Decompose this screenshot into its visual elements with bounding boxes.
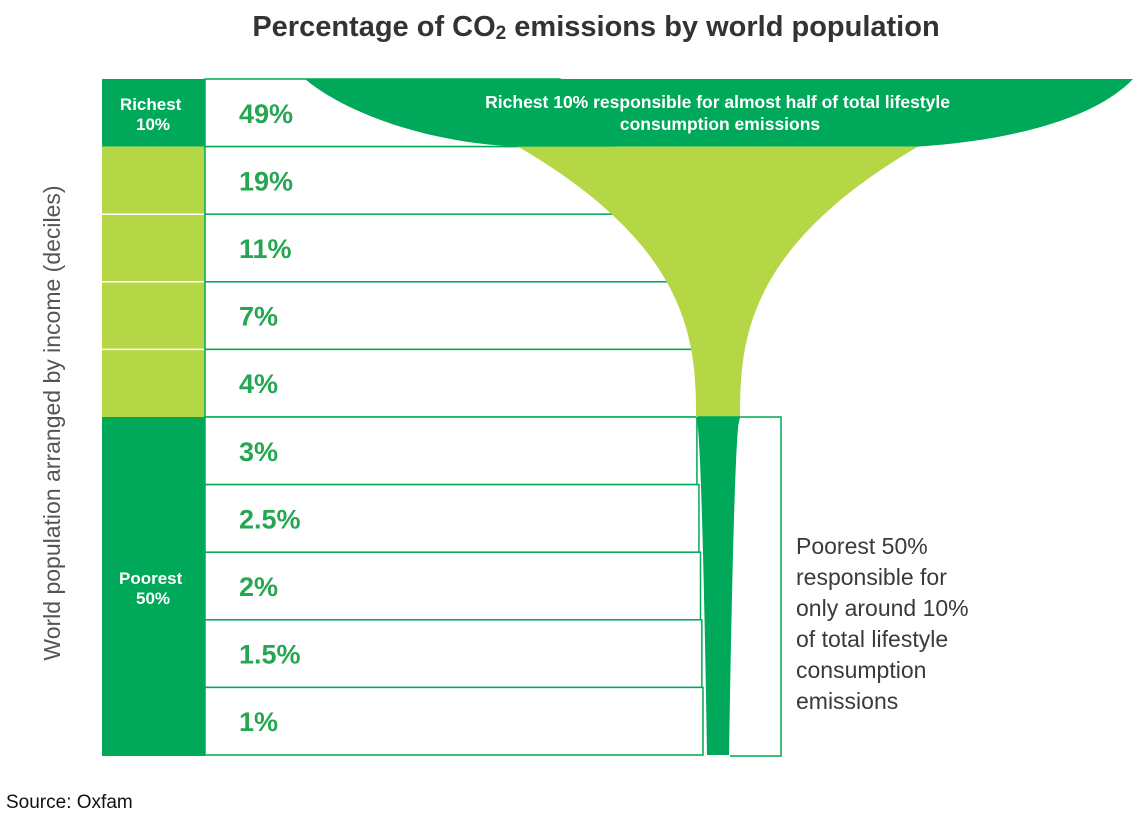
- poorest-annotation-line6: emissions: [796, 688, 898, 714]
- decile-row: [204, 213, 670, 283]
- chart-title: Percentage of CO2 emissions by world pop…: [252, 11, 939, 44]
- poorest-annotation-line5: consumption: [796, 657, 926, 683]
- richest-annotation: Richest 10% responsible for almost half …: [485, 92, 955, 134]
- richest-annotation-line2: consumption emissions: [620, 114, 821, 134]
- funnel-top-dark: [305, 79, 1133, 147]
- poorest-annotation-line4: of total lifestyle: [796, 626, 948, 652]
- percent-label: 49%: [239, 99, 293, 129]
- richest-label-line2: 10%: [136, 115, 170, 134]
- poorest-label-line1: Poorest: [119, 569, 183, 588]
- percent-label: 19%: [239, 166, 293, 196]
- decile-row: [204, 281, 694, 351]
- richest-group-label: Richest 10%: [120, 95, 186, 134]
- decile-row: [204, 416, 698, 486]
- poorest-bracket: [698, 416, 782, 757]
- source-note: Source: Oxfam: [6, 792, 133, 813]
- poorest-block: [102, 417, 205, 756]
- decile-row: [204, 686, 704, 756]
- decile-row: [204, 348, 699, 418]
- title-rest: emissions by world population: [506, 11, 939, 43]
- poorest-label-line2: 50%: [136, 589, 170, 608]
- poorest-annotation-line2: responsible for: [796, 564, 947, 590]
- decile-row: [204, 483, 700, 553]
- decile-row: [204, 619, 703, 689]
- percent-label: 4%: [239, 369, 278, 399]
- title-main: Percentage of CO: [252, 11, 495, 43]
- poorest-group-label: Poorest 50%: [119, 569, 187, 608]
- percent-label: 11%: [239, 234, 292, 264]
- funnel-bottom-dark: [696, 417, 740, 755]
- funnel-middle-light: [518, 146, 918, 417]
- richest-block: [102, 79, 205, 147]
- group-column: [102, 79, 205, 756]
- richest-annotation-line1: Richest 10% responsible for almost half …: [485, 92, 950, 112]
- percent-labels: 49% 19% 11% 7% 4% 3% 2.5% 2% 1.5% 1%: [239, 99, 301, 737]
- percent-label: 1%: [239, 707, 278, 737]
- poorest-annotation-line3: only around 10%: [796, 595, 969, 621]
- percent-label: 2%: [239, 572, 278, 602]
- percent-label: 7%: [239, 302, 278, 332]
- richest-label-line1: Richest: [120, 95, 182, 114]
- funnel-chart: Percentage of CO2 emissions by world pop…: [39, 11, 1133, 757]
- emissions-funnel: [305, 79, 1133, 755]
- y-axis-label: World population arranged by income (dec…: [39, 185, 65, 660]
- percent-label: 3%: [239, 437, 278, 467]
- percent-label: 2.5%: [239, 504, 301, 534]
- poorest-annotation-line1: Poorest 50%: [796, 533, 928, 559]
- title-subscript: 2: [496, 23, 507, 44]
- percent-label: 1.5%: [239, 640, 301, 670]
- decile-row: [204, 551, 702, 621]
- poorest-annotation: Poorest 50% responsible for only around …: [796, 533, 975, 714]
